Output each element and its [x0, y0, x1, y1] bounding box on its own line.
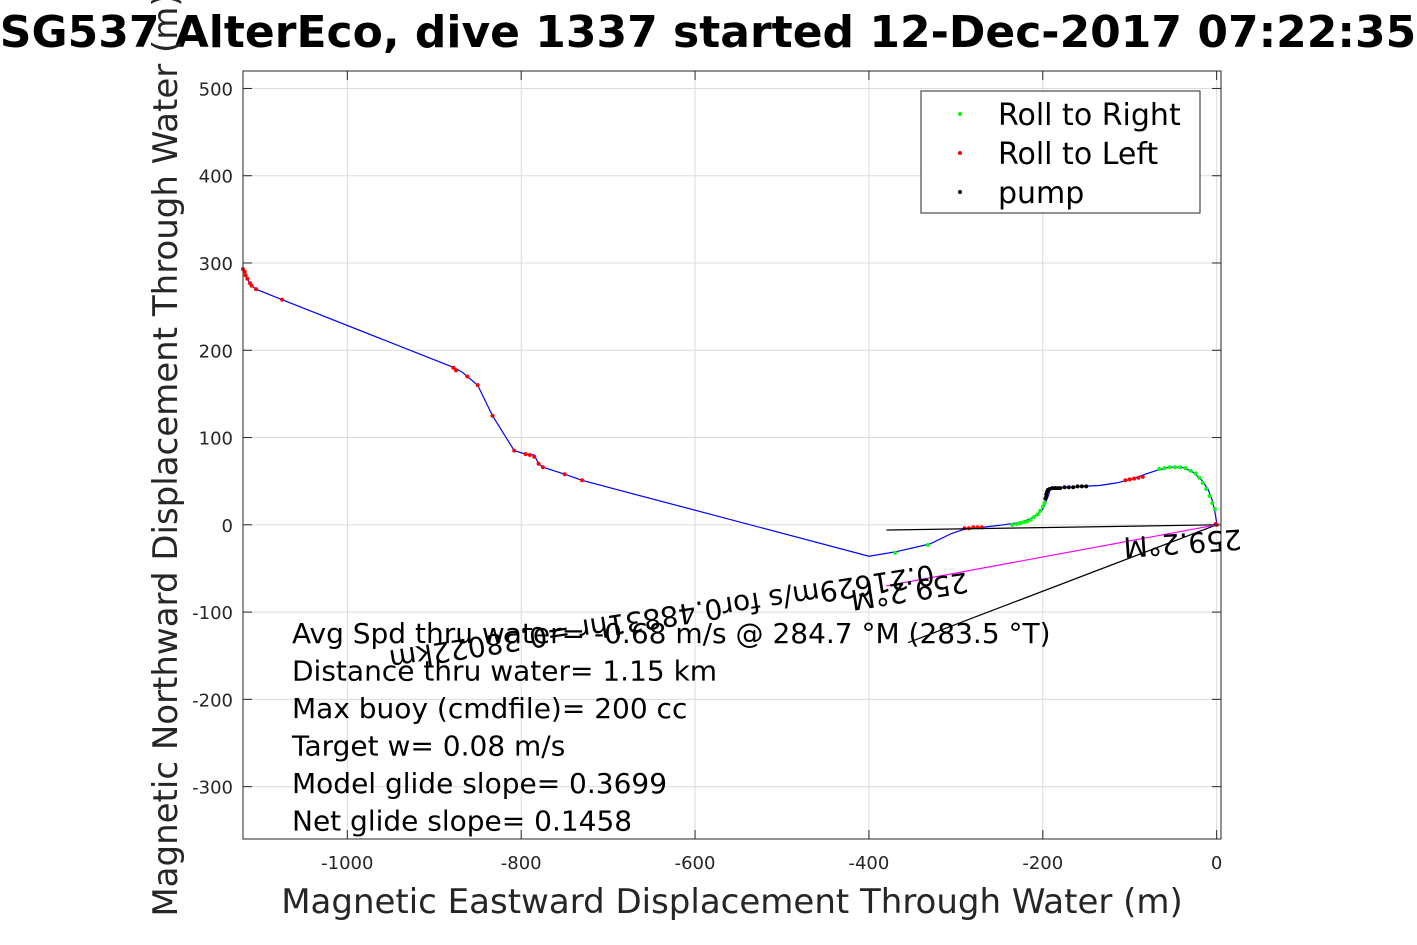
roll-to-right-point [1197, 475, 1202, 480]
roll-to-left-point [490, 413, 495, 418]
roll-to-left-point [451, 365, 456, 370]
roll-to-right-point [1038, 508, 1043, 513]
roll-to-left-point [1123, 478, 1128, 483]
roll-to-right-point [1172, 465, 1177, 470]
roll-to-left-point [453, 368, 458, 373]
pump-point [1079, 484, 1084, 489]
roll-to-right-point [1040, 504, 1045, 509]
roll-to-left-point [562, 472, 567, 477]
x-tick-label: -1000 [321, 853, 373, 874]
y-tick-label: 100 [199, 429, 233, 450]
roll-to-right-point [1014, 521, 1019, 526]
roll-to-right-point [1021, 520, 1026, 525]
roll-to-right-point [1178, 465, 1183, 470]
roll-to-right-point [1188, 468, 1193, 473]
vector-line [886, 524, 1217, 531]
stats-line: Model glide slope= 0.3699 [292, 767, 667, 800]
roll-to-right-point [1028, 517, 1033, 522]
y-tick-label: 0 [222, 516, 233, 537]
roll-to-right-point [1035, 512, 1040, 517]
ticks: -1000 -800 -600 -400 -200 0-300-200-100010020… [192, 71, 1222, 874]
pump-point [1062, 485, 1067, 490]
roll-to-left-point [532, 454, 537, 459]
y-tick-label: -200 [192, 690, 233, 711]
roll-to-left-point [536, 461, 541, 466]
x-tick-label: -800 [501, 853, 542, 874]
roll-to-left-point [580, 478, 585, 483]
vector-line [907, 524, 1217, 644]
legend: Roll to Right Roll to Left pump [920, 90, 1201, 214]
chart-title: SG537 AlterEco, dive 1337 started 12-Dec… [0, 7, 1416, 58]
x-tick-label: -200 [1022, 853, 1063, 874]
roll-to-left-point [243, 273, 248, 278]
x-tick-label: -400 [848, 853, 889, 874]
legend-marker [958, 112, 962, 116]
legend-marker [958, 151, 962, 155]
roll-to-right-point [1167, 465, 1172, 470]
x-tick-label: 0 [1211, 853, 1222, 874]
roll-to-right-point [1193, 471, 1198, 476]
legend-label: Roll to Right [998, 98, 1181, 133]
roll-to-right-point [1018, 521, 1023, 526]
y-tick-label: 500 [199, 79, 233, 100]
roll-to-left-point [245, 276, 250, 281]
y-tick-label: -300 [192, 778, 233, 799]
roll-to-left-point [247, 281, 252, 286]
roll-to-left-point [254, 287, 259, 292]
roll-to-right-point [1010, 522, 1015, 527]
vector-line [886, 524, 1217, 587]
pump-point [1075, 484, 1080, 489]
roll-to-left-point [475, 383, 480, 388]
vector-label: 259.2°M [1122, 522, 1242, 563]
roll-to-left-point [1127, 477, 1132, 482]
y-tick-label: 400 [199, 167, 233, 188]
roll-to-left-point [523, 452, 528, 457]
markers [241, 267, 1219, 555]
y-tick-label: -100 [192, 603, 233, 624]
roll-to-right-point [1183, 466, 1188, 471]
x-tick-label: -600 [675, 853, 716, 874]
roll-to-left-point [512, 448, 517, 453]
pump-point [1043, 496, 1048, 501]
roll-to-right-point [1207, 494, 1212, 499]
text-block: Avg Spd thru water= -0.68 m/s @ 284.7 °M… [291, 617, 1051, 838]
roll-to-right-point [893, 550, 897, 555]
legend-label: Roll to Left [998, 137, 1158, 172]
y-axis-label: Magnetic Northward Displacement Through … [146, 0, 186, 917]
roll-to-left-point [1136, 475, 1141, 480]
roll-to-right-point [1212, 507, 1217, 512]
legend-marker [958, 190, 962, 194]
axes-frame [242, 70, 1222, 840]
stats-line: Avg Spd thru water= -0.68 m/s @ 284.7 °M… [292, 617, 1051, 650]
roll-to-left-point [1140, 474, 1145, 479]
roll-to-right-point [1157, 466, 1162, 471]
roll-to-left-point [1132, 476, 1137, 481]
legend-label: pump [998, 176, 1084, 211]
roll-to-right-point [1210, 501, 1215, 505]
roll-to-right-point [1042, 501, 1047, 505]
roll-to-right-point [1204, 487, 1209, 492]
legend-box [920, 90, 1201, 214]
roll-to-right-point [1032, 514, 1037, 519]
roll-to-left-point [280, 297, 285, 302]
stats-line: Net glide slope= 0.1458 [292, 805, 632, 838]
pump-point [1084, 484, 1089, 489]
roll-to-left-point [465, 374, 470, 379]
annotations [886, 524, 1217, 644]
stats-line: Distance thru water= 1.15 km [292, 655, 717, 688]
stats-line: Max buoy (cmdfile)= 200 cc [292, 692, 687, 725]
stats-line: Target w= 0.08 m/s [291, 730, 565, 763]
pump-point [1071, 485, 1076, 490]
pump-point [1066, 485, 1071, 490]
y-tick-label: 200 [199, 341, 233, 362]
x-axis-label: Magnetic Eastward Displacement Through W… [281, 882, 1183, 922]
roll-to-right-point [1200, 480, 1205, 485]
roll-to-right-point [926, 542, 931, 547]
roll-to-left-point [540, 465, 545, 470]
y-tick-label: 300 [199, 254, 233, 275]
roll-to-right-point [1162, 466, 1167, 471]
roll-to-right-point [1025, 519, 1030, 524]
roll-to-left-point [527, 453, 532, 457]
